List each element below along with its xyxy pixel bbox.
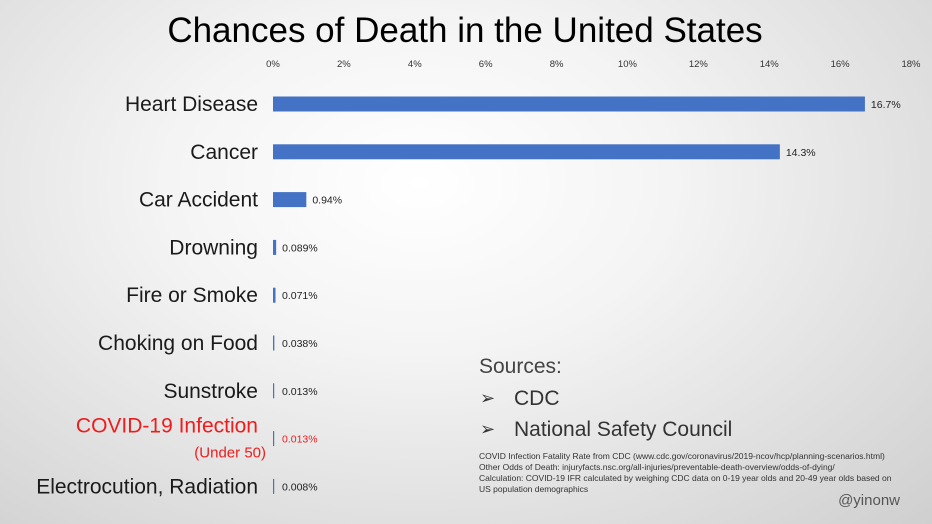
x-tick-label: 8% [550, 59, 564, 70]
data-label: 0.013% [282, 386, 318, 398]
data-label: 0.089% [282, 242, 318, 254]
category-label: Electrocution, Radiation [36, 475, 258, 498]
category-label: Sunstroke [163, 380, 258, 403]
x-tick-label: 6% [479, 59, 493, 70]
bar [273, 431, 275, 447]
data-label: 0.038% [282, 338, 318, 350]
category-label: Car Accident [139, 189, 258, 212]
chart-title: Chances of Death in the United States [167, 11, 762, 50]
category-label: COVID-19 Infection [76, 415, 258, 438]
source-item: CDC [514, 387, 560, 410]
source-item: National Safety Council [514, 418, 732, 441]
x-tick-label: 2% [337, 59, 351, 70]
category-label: Drowning [169, 236, 258, 259]
data-label: 14.3% [786, 147, 816, 159]
data-label: 0.013% [282, 434, 318, 446]
bar [273, 96, 865, 112]
data-label: 0.008% [282, 481, 318, 493]
footnote: COVID Infection Fatality Rate from CDC (… [479, 451, 885, 461]
data-labels: 16.7% 14.3% 0.94% 0.089% 0.071% 0.038% 0.013% 0… [282, 99, 901, 493]
x-tick-label: 4% [408, 59, 422, 70]
x-tick-label: 0% [266, 59, 280, 70]
x-tick-label: 10% [618, 59, 638, 70]
footnote: US population demographics [479, 484, 588, 494]
sources-list: ➢ CDC ➢ National Safety Council [480, 387, 732, 441]
data-label: 16.7% [871, 99, 901, 111]
bar [273, 335, 275, 351]
bar [273, 383, 275, 399]
bar [273, 239, 277, 255]
bar [273, 287, 276, 303]
x-axis-ticks: 0% 2% 4% 6% 8% 10% 12% 14% 16% 18% [266, 59, 921, 70]
x-tick-label: 16% [831, 59, 851, 70]
data-label: 0.071% [282, 290, 318, 302]
category-label: Choking on Food [98, 332, 258, 355]
author-handle: @yinonw [838, 492, 900, 509]
bar [273, 192, 307, 208]
footnote: Calculation: COVID-19 IFR calculated by … [479, 473, 892, 483]
data-label: 0.94% [312, 195, 342, 207]
notes-block: COVID Infection Fatality Rate from CDC (… [479, 451, 892, 494]
bar [273, 144, 780, 160]
category-labels: Heart Disease Cancer Car Accident Drowning F… [36, 93, 266, 498]
bar [273, 478, 275, 494]
x-tick-label: 12% [689, 59, 709, 70]
x-tick-label: 18% [901, 59, 921, 70]
arrow-bullet-icon: ➢ [480, 388, 495, 409]
footnote: Other Odds of Death: injuryfacts.nsc.org… [479, 462, 835, 472]
category-label: Cancer [190, 141, 258, 164]
arrow-bullet-icon: ➢ [480, 419, 495, 440]
x-tick-label: 14% [760, 59, 780, 70]
category-sublabel: (Under 50) [194, 445, 266, 462]
sources-block: Sources: ➢ CDC ➢ National Safety Council [479, 355, 732, 441]
category-label: Heart Disease [125, 93, 258, 116]
sources-heading: Sources: [479, 355, 562, 378]
bars [273, 96, 865, 494]
category-label: Fire or Smoke [126, 284, 258, 307]
